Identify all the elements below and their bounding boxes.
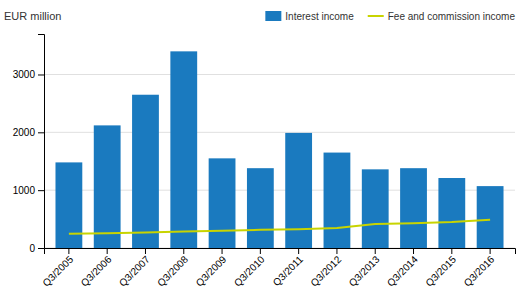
legend-label: Fee and commission income	[388, 11, 516, 22]
x-tick-mark	[451, 248, 452, 254]
x-tick: Q3/2008	[155, 248, 190, 289]
bar	[438, 178, 465, 248]
grid	[44, 74, 515, 248]
bar	[324, 153, 351, 248]
bar	[477, 186, 504, 248]
x-tick-label: Q3/2007	[117, 253, 152, 288]
legend-label: Interest income	[285, 11, 354, 22]
x-tick: Q3/2005	[40, 248, 75, 289]
x-tick-label: Q3/2015	[423, 253, 458, 288]
x-tick-mark	[145, 248, 146, 254]
bar	[247, 168, 274, 248]
x-tick-mark	[222, 248, 223, 254]
y-tick-mark	[38, 248, 44, 249]
y-axis: 0 1000 2000 3000	[13, 35, 45, 254]
y-tick-mark	[38, 74, 44, 75]
chart: 0100020003000Q3/2005Q3/2006Q3/2007Q3/200…	[0, 0, 529, 302]
x-tick-mark	[298, 248, 299, 254]
x-tick-mark	[490, 248, 491, 254]
y-label: EUR million	[4, 10, 61, 22]
x-tick: Q3/2011	[271, 248, 306, 288]
y-tick: 1000	[13, 185, 44, 196]
bar	[362, 169, 389, 248]
x-tick: Q3/2007	[117, 248, 152, 289]
y-tick-label: 3000	[13, 69, 36, 80]
legend-swatch	[368, 15, 384, 17]
x-tick: Q3/2006	[79, 248, 114, 289]
x-tick-label: Q3/2014	[385, 253, 420, 288]
legend: Interest income Fee and commission income	[265, 11, 515, 22]
x-tick-label: Q3/2005	[40, 253, 75, 288]
x-tick-label: Q3/2009	[194, 253, 229, 288]
bar	[285, 133, 312, 248]
x-axis: Q3/2005Q3/2006Q3/2007Q3/2008Q3/2009Q3/20…	[40, 248, 515, 289]
x-tick: Q3/2012	[308, 248, 343, 289]
legend-item: Fee and commission income	[368, 11, 516, 22]
y-tick-mark	[38, 190, 44, 191]
bar	[132, 95, 159, 248]
grid-line	[44, 74, 515, 75]
y-tick: 3000	[13, 69, 44, 80]
marks	[55, 51, 503, 248]
line	[69, 220, 490, 234]
bar	[94, 125, 121, 248]
x-tick-label: Q3/2006	[79, 253, 114, 288]
x-tick: Q3/2014	[385, 248, 420, 289]
bar	[209, 158, 236, 248]
x-tick-mark	[68, 248, 69, 254]
x-tick-label: Q3/2013	[347, 253, 382, 288]
plot: 0100020003000Q3/2005Q3/2006Q3/2007Q3/200…	[13, 35, 516, 289]
y-tick-label: 1000	[13, 185, 36, 196]
x-tick-mark	[183, 248, 184, 254]
x-tick-mark	[336, 248, 337, 254]
x-tick-label: Q3/2012	[308, 253, 343, 288]
x-tick: Q3/2013	[347, 248, 382, 289]
y-tick-label: 2000	[13, 127, 36, 138]
x-tick: Q3/2016	[462, 248, 497, 289]
x-tick-mark	[375, 248, 376, 254]
x-tick-label: Q3/2016	[462, 253, 497, 288]
y-tick-mark	[38, 132, 44, 133]
bar-series	[55, 51, 503, 248]
x-tick-label: Q3/2011	[271, 253, 306, 288]
x-tick-mark	[260, 248, 261, 254]
y-tick-label: 0	[29, 243, 35, 254]
x-tick: Q3/2009	[194, 248, 229, 289]
x-tick-label: Q3/2010	[232, 253, 267, 288]
x-tick: Q3/2015	[423, 248, 458, 289]
y-tick: 0	[29, 243, 44, 254]
bar	[170, 51, 197, 248]
bar	[400, 168, 427, 248]
legend-item: Interest income	[265, 11, 354, 22]
y-axis-line	[38, 35, 45, 249]
bar	[55, 162, 82, 248]
x-tick: Q3/2010	[232, 248, 267, 289]
x-tick-mark	[413, 248, 414, 254]
legend-swatch	[265, 11, 281, 21]
x-axis-line	[45, 249, 516, 255]
y-tick: 2000	[13, 127, 44, 138]
x-tick-label: Q3/2008	[155, 253, 190, 288]
x-tick-mark	[107, 248, 108, 254]
